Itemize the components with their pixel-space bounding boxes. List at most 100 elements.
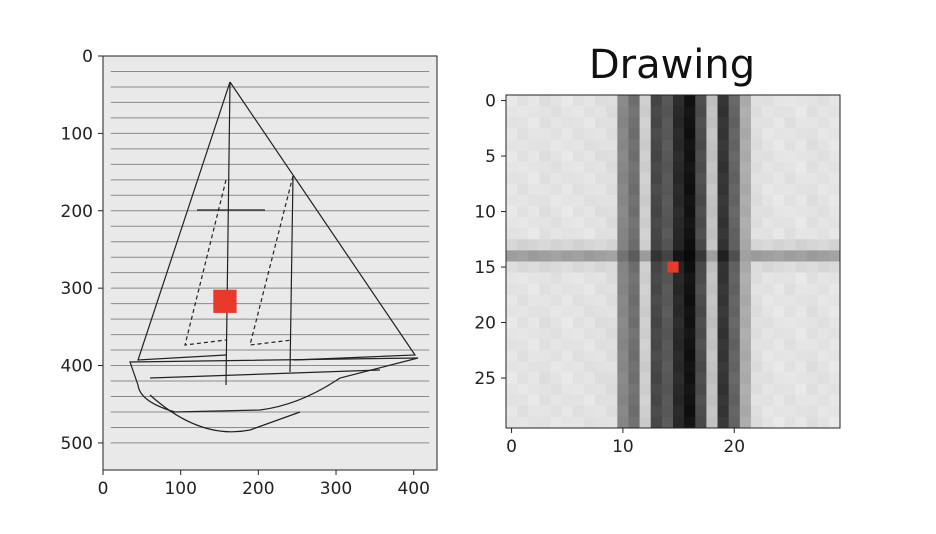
heatmap-cell [583, 361, 596, 373]
heatmap-cell [506, 383, 518, 396]
heatmap-cell [572, 239, 585, 251]
heatmap-cell [795, 117, 807, 129]
heatmap-cell [795, 183, 807, 196]
heatmap-cell [806, 194, 819, 207]
heatmap-cell [806, 339, 819, 351]
heatmap-cell [728, 361, 741, 373]
heatmap-cell [806, 239, 819, 251]
heatmap-cell [762, 272, 774, 285]
heatmap-cell [684, 305, 696, 318]
heatmap-cell [739, 150, 752, 162]
heatmap-cell [661, 239, 674, 251]
heatmap-cell [806, 283, 819, 296]
heatmap-cell [684, 250, 696, 262]
heatmap-cell [517, 361, 529, 373]
right-y-tick-label-5: 25 [474, 369, 496, 389]
heatmap-cell [639, 161, 652, 174]
heatmap-cell [561, 305, 574, 318]
heatmap-cell [617, 139, 629, 151]
heatmap-cell [528, 261, 540, 273]
heatmap-cell [684, 317, 696, 329]
heatmap-cell [717, 272, 730, 285]
heatmap-cell [795, 328, 807, 340]
heatmap-cell [739, 172, 752, 185]
left-image-background [103, 56, 437, 470]
heatmap-cell [628, 194, 640, 207]
heatmap-cell [528, 305, 540, 318]
heatmap-cell [528, 239, 540, 251]
heatmap-cell [817, 117, 830, 129]
heatmap-cell [762, 172, 774, 185]
heatmap-cell [661, 206, 674, 218]
heatmap-cell [528, 95, 540, 107]
heatmap-cell [572, 328, 585, 340]
heatmap-cell [539, 372, 551, 384]
heatmap-cell [617, 183, 629, 196]
heatmap-cell [806, 117, 819, 129]
heatmap-cell [550, 228, 563, 240]
heatmap-cell [606, 117, 618, 129]
sketch-sail-mid [249, 175, 294, 346]
right-axes-frame [505, 94, 841, 429]
heatmap-cell [684, 206, 696, 218]
heatmap-cell [817, 206, 830, 218]
heatmap-cell [639, 228, 652, 240]
heatmap-cell [606, 183, 618, 196]
heatmap-cell [628, 339, 640, 351]
heatmap-cell [817, 328, 830, 340]
heatmap-cell [661, 405, 674, 418]
heatmap-cell [550, 339, 563, 351]
heatmap-cell [673, 95, 685, 107]
heatmap-cell [561, 283, 574, 296]
heatmap-cell [773, 283, 785, 296]
heatmap-cell [828, 194, 841, 207]
heatmap-cell [695, 228, 707, 240]
heatmap-cell [684, 194, 696, 207]
heatmap-cell [661, 128, 674, 140]
heatmap-cell [728, 161, 741, 174]
heatmap-cell [817, 383, 830, 396]
heatmap-cell [739, 117, 752, 129]
heatmap-cell [717, 283, 730, 296]
heatmap-cell [773, 183, 785, 196]
left-x-tick-label-3: 300 [320, 479, 352, 499]
heatmap-cell [739, 361, 752, 373]
heatmap-cell [506, 128, 518, 140]
heatmap-cell [784, 183, 796, 196]
heatmap-cell [639, 95, 652, 107]
heatmap-cell [661, 305, 674, 318]
heatmap-cell [695, 117, 707, 129]
heatmap-cell [639, 250, 652, 262]
heatmap-cell [539, 394, 551, 407]
heatmap-cell [717, 317, 730, 329]
heatmap-cell [806, 161, 819, 174]
heatmap-cell [639, 150, 652, 162]
heatmap-cell [750, 305, 763, 318]
heatmap-cell [628, 250, 640, 262]
heatmap-cell [639, 372, 652, 384]
heatmap-cell [717, 228, 730, 240]
heatmap-cell [684, 172, 696, 185]
heatmap-cell [806, 394, 819, 407]
heatmap-cell [583, 272, 596, 285]
heatmap-cell [728, 317, 741, 329]
heatmap-cell [517, 283, 529, 296]
heatmap-cell [673, 117, 685, 129]
heatmap-cell [806, 250, 819, 262]
heatmap-cell [550, 272, 563, 285]
heatmap-cell [528, 206, 540, 218]
heatmap-cell [550, 328, 563, 340]
heatmap-cell [606, 339, 618, 351]
heatmap-cell [517, 405, 529, 418]
heatmap-cell [762, 283, 774, 296]
heatmap-cell [684, 106, 696, 118]
heatmap-cell [606, 128, 618, 140]
heatmap-cell [762, 117, 774, 129]
heatmap-cell [762, 305, 774, 318]
heatmap-cell [661, 150, 674, 162]
heatmap-cell [706, 183, 718, 196]
heatmap-cell [828, 183, 841, 196]
heatmap-cell [695, 150, 707, 162]
heatmap-cell [628, 272, 640, 285]
heatmap-cell [784, 128, 796, 140]
